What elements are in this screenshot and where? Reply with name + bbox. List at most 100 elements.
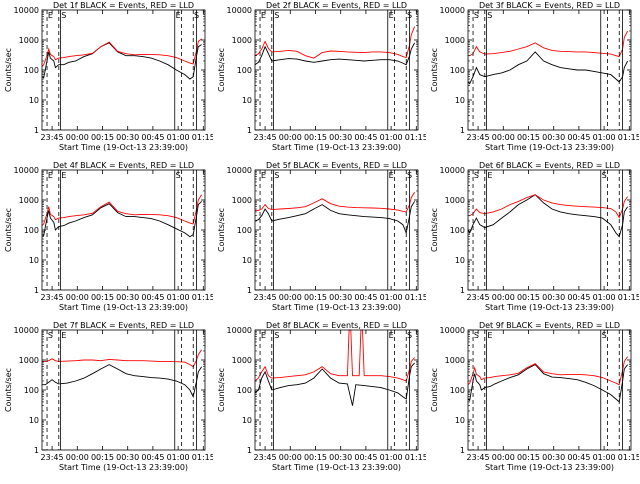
events-series-line xyxy=(254,362,415,406)
plot-frame xyxy=(467,169,632,291)
events-series-line xyxy=(254,42,415,66)
x-tick-label: 00:00 xyxy=(279,293,302,302)
y-tick-label: 1000 xyxy=(445,356,465,365)
x-tick-label: 00:30 xyxy=(542,453,565,462)
y-tick-label: 1000 xyxy=(19,36,39,45)
y-tick-label: 100 xyxy=(450,386,465,395)
y-tick-label: 10 xyxy=(29,416,39,425)
x-tick-label: 01:00 xyxy=(593,293,616,302)
x-tick-label: 00:30 xyxy=(116,293,139,302)
y-tick-label: 100 xyxy=(24,386,39,395)
detector-panel: Det 3f BLACK = Events, RED = LLD S S 1 10 100… xyxy=(426,0,640,160)
interval-label: E xyxy=(261,11,266,20)
x-axis-label: Start Time (19-Oct-13 23:39:00) xyxy=(485,303,614,312)
interval-label: S xyxy=(474,331,479,340)
x-tick-label: 00:00 xyxy=(279,133,302,142)
x-tick-label: 00:30 xyxy=(116,453,139,462)
y-tick-label: 10 xyxy=(29,96,39,105)
events-series-line xyxy=(467,194,628,238)
x-tick-label: 01:00 xyxy=(380,293,403,302)
x-tick-label: 23:45 xyxy=(254,453,277,462)
y-tick-label: 10000 xyxy=(227,6,252,15)
x-tick-label: 00:00 xyxy=(66,453,89,462)
plot-frame xyxy=(467,9,632,131)
interval-label: E xyxy=(389,331,394,340)
x-tick-label: 00:45 xyxy=(567,293,590,302)
x-tick-label: 23:45 xyxy=(467,453,490,462)
plot-frame xyxy=(41,329,206,451)
x-tick-label: 01:00 xyxy=(380,133,403,142)
x-tick-label: 01:00 xyxy=(380,453,403,462)
plot-frame xyxy=(467,329,632,451)
lld-series-line xyxy=(41,194,202,226)
plot-frame xyxy=(254,9,419,131)
y-axis-label: Counts/sec xyxy=(430,48,439,92)
x-tick-label: 01:15 xyxy=(192,133,213,142)
y-axis-label: Counts/sec xyxy=(217,368,226,412)
events-series-line xyxy=(42,364,202,399)
interval-label: E xyxy=(261,331,266,340)
y-axis-label: Counts/sec xyxy=(430,368,439,412)
y-tick-label: 10000 xyxy=(227,326,252,335)
y-tick-label: 1 xyxy=(460,126,465,135)
y-tick-label: 1 xyxy=(247,286,252,295)
x-tick-label: 23:45 xyxy=(467,293,490,302)
chart-title: Det 2f BLACK = Events, RED = LLD xyxy=(266,1,407,10)
x-tick-label: 00:00 xyxy=(492,133,515,142)
x-tick-label: 00:45 xyxy=(354,453,377,462)
chart-title: Det 1f BLACK = Events, RED = LLD xyxy=(53,1,194,10)
interval-label: E xyxy=(389,171,394,180)
x-tick-label: 00:15 xyxy=(304,133,327,142)
x-tick-label: 00:30 xyxy=(329,133,352,142)
y-tick-label: 10000 xyxy=(440,166,465,175)
interval-label: S xyxy=(602,331,607,340)
y-tick-label: 10 xyxy=(455,416,465,425)
y-axis-label: Counts/sec xyxy=(4,48,13,92)
x-tick-label: 00:15 xyxy=(91,293,114,302)
detector-panel: Det 9f BLACK = Events, RED = LLD S E S 1 10 10… xyxy=(426,320,640,480)
lld-series-line xyxy=(468,30,629,58)
y-tick-label: 1000 xyxy=(232,356,252,365)
x-tick-label: 01:15 xyxy=(618,293,639,302)
x-tick-label: 23:45 xyxy=(41,453,64,462)
y-tick-label: 100 xyxy=(237,226,252,235)
y-tick-label: 1000 xyxy=(19,196,39,205)
interval-label: S xyxy=(176,171,181,180)
detector-panel: Det 4f BLACK = Events, RED = LLD E E S 1 10 10… xyxy=(0,160,215,320)
x-tick-label: 23:45 xyxy=(254,293,277,302)
lld-series-line xyxy=(255,192,415,213)
interval-label: S xyxy=(474,171,479,180)
x-axis-label: Start Time (19-Oct-13 23:39:00) xyxy=(272,143,401,152)
y-tick-label: 10000 xyxy=(440,326,465,335)
lld-series-line xyxy=(468,194,628,219)
y-tick-label: 1000 xyxy=(232,36,252,45)
y-axis-label: Counts/sec xyxy=(430,208,439,252)
events-series-line xyxy=(41,42,202,80)
x-tick-label: 00:15 xyxy=(91,133,114,142)
x-tick-label: 00:15 xyxy=(517,453,540,462)
y-axis-label: Counts/sec xyxy=(217,48,226,92)
plot-frame xyxy=(254,329,419,451)
x-tick-label: 00:30 xyxy=(116,133,139,142)
x-tick-label: 01:00 xyxy=(167,453,190,462)
interval-label: S xyxy=(274,171,279,180)
x-tick-label: 00:00 xyxy=(66,293,89,302)
interval-label: E xyxy=(48,171,53,180)
x-tick-label: 00:45 xyxy=(567,133,590,142)
chart-title: Det 9f BLACK = Events, RED = LLD xyxy=(479,321,620,330)
plot-frame xyxy=(41,9,206,131)
x-tick-label: 23:45 xyxy=(41,133,64,142)
x-tick-label: 23:45 xyxy=(467,133,490,142)
x-tick-label: 01:00 xyxy=(593,133,616,142)
x-tick-label: 00:45 xyxy=(141,133,164,142)
interval-label: E xyxy=(176,11,181,20)
y-tick-label: 100 xyxy=(24,226,39,235)
chart-title: Det 6f BLACK = Events, RED = LLD xyxy=(479,161,620,170)
y-axis-label: Counts/sec xyxy=(4,368,13,412)
x-tick-label: 00:00 xyxy=(279,453,302,462)
x-tick-label: 00:00 xyxy=(492,453,515,462)
interval-label: E xyxy=(389,11,394,20)
